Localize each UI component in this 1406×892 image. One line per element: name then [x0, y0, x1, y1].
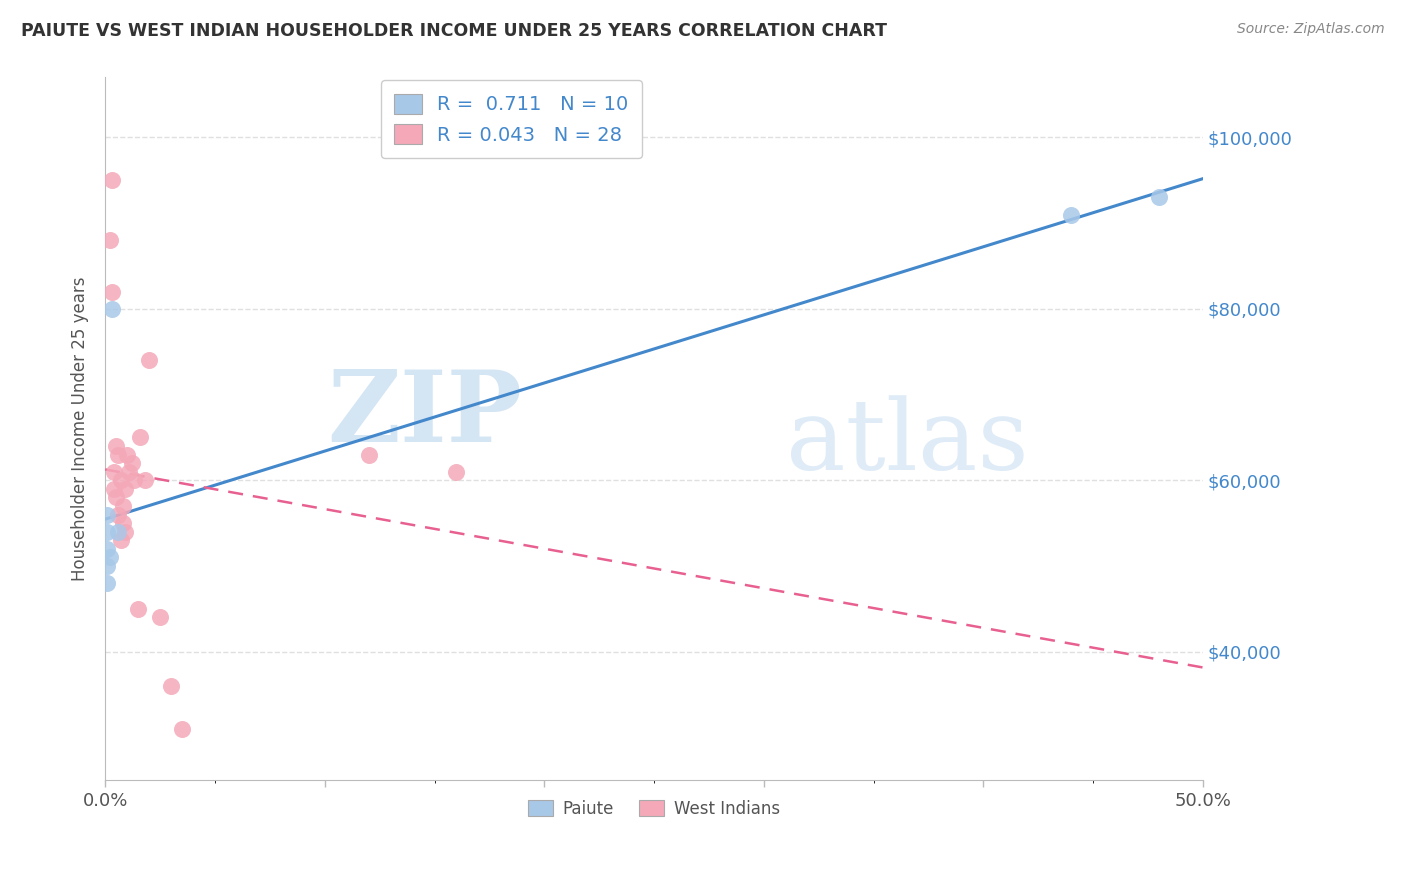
Point: [118, 465, 141, 479]
Point: [1147, 190, 1170, 204]
Point: [103, 465, 125, 479]
Point: [357, 448, 380, 462]
Point: [115, 448, 138, 462]
Point: [96, 559, 118, 574]
Point: [105, 491, 128, 505]
Point: [170, 722, 193, 736]
Y-axis label: Householder Income Under 25 years: Householder Income Under 25 years: [72, 277, 89, 581]
Text: Source: ZipAtlas.com: Source: ZipAtlas.com: [1237, 22, 1385, 37]
Point: [134, 473, 156, 487]
Point: [96, 576, 118, 591]
Text: ZIP: ZIP: [328, 367, 522, 463]
Point: [121, 456, 143, 470]
Point: [110, 473, 132, 487]
Point: [101, 173, 124, 187]
Point: [114, 482, 136, 496]
Point: [160, 679, 183, 693]
Point: [138, 353, 160, 368]
Point: [1060, 208, 1083, 222]
Point: [96, 524, 118, 539]
Point: [101, 285, 124, 299]
Point: [96, 508, 118, 522]
Point: [114, 524, 136, 539]
Point: [101, 301, 124, 316]
Point: [107, 508, 129, 522]
Point: [446, 465, 468, 479]
Point: [122, 473, 145, 487]
Point: [107, 448, 129, 462]
Point: [103, 482, 125, 496]
Text: atlas: atlas: [786, 395, 1029, 491]
Point: [107, 524, 129, 539]
Point: [98, 233, 121, 247]
Point: [96, 541, 118, 556]
Point: [105, 439, 128, 453]
Point: [111, 516, 134, 530]
Point: [110, 533, 132, 548]
Point: [129, 430, 152, 444]
Text: PAIUTE VS WEST INDIAN HOUSEHOLDER INCOME UNDER 25 YEARS CORRELATION CHART: PAIUTE VS WEST INDIAN HOUSEHOLDER INCOME…: [21, 22, 887, 40]
Legend: Paiute, West Indians: Paiute, West Indians: [522, 793, 787, 825]
Point: [98, 550, 121, 565]
Point: [111, 499, 134, 513]
Point: [127, 602, 149, 616]
Point: [149, 610, 172, 624]
